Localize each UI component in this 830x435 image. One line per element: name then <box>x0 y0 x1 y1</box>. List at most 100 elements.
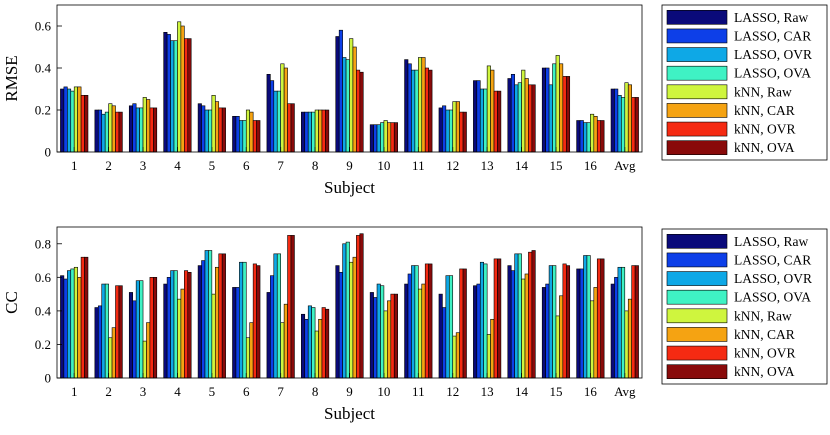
bar <box>270 80 275 153</box>
bar <box>387 300 392 379</box>
bar <box>166 34 171 153</box>
x-tick-label: 1 <box>71 384 78 399</box>
bar <box>321 307 326 379</box>
x-tick-label: 8 <box>312 158 319 173</box>
bar <box>514 84 519 153</box>
legend-swatch <box>666 271 728 286</box>
x-axis-label: Subject <box>324 178 375 197</box>
bar <box>280 63 285 153</box>
bar <box>104 283 109 379</box>
bar <box>510 74 515 153</box>
bar <box>486 65 491 153</box>
bar <box>70 268 75 379</box>
bar <box>356 69 361 153</box>
legend-swatch <box>666 289 728 305</box>
bar <box>528 251 533 379</box>
bar <box>184 38 189 153</box>
legend-label: LASSO, CAR <box>734 28 811 43</box>
legend-swatch <box>666 84 728 100</box>
bar <box>163 283 168 379</box>
bar <box>407 63 412 153</box>
bar <box>173 270 178 379</box>
bar <box>390 293 395 379</box>
bar <box>424 67 429 153</box>
bar <box>301 313 306 379</box>
x-tick-label: 13 <box>481 384 494 399</box>
bar <box>497 90 502 153</box>
bar <box>149 107 154 153</box>
x-tick-label: 4 <box>174 384 181 399</box>
bar <box>256 265 261 379</box>
bar <box>545 283 550 379</box>
legend-swatch <box>666 234 728 249</box>
bar <box>304 111 309 153</box>
bar <box>338 271 343 379</box>
legend-swatch <box>666 28 728 44</box>
bar <box>201 260 206 379</box>
bar <box>108 103 113 153</box>
legend-swatch <box>666 103 728 118</box>
bar <box>407 273 412 379</box>
y-tick-label: 0.6 <box>35 270 52 285</box>
bar <box>593 287 598 379</box>
bar <box>187 38 192 153</box>
y-axis-label: CC <box>2 291 21 314</box>
bar <box>211 293 216 379</box>
bar <box>493 258 498 379</box>
bar <box>576 120 581 153</box>
bar <box>290 103 295 153</box>
bar <box>596 258 602 379</box>
bar <box>562 263 567 379</box>
bar <box>565 76 571 153</box>
bar <box>483 263 488 379</box>
legend-swatch <box>666 121 728 137</box>
bar <box>314 330 319 379</box>
legend-label: kNN, OVA <box>734 364 795 379</box>
bar <box>287 103 292 153</box>
bar <box>184 270 189 379</box>
bar <box>579 268 584 379</box>
bar <box>352 46 357 153</box>
bar <box>318 318 323 379</box>
legend-label: LASSO, OVR <box>734 271 812 286</box>
bar <box>242 120 247 153</box>
y-tick-label: 0.6 <box>35 19 52 34</box>
bar <box>321 109 326 153</box>
bar <box>590 300 595 379</box>
bar <box>197 103 202 153</box>
legend-swatch <box>666 364 728 379</box>
x-tick-label: 10 <box>377 384 390 399</box>
bar <box>221 107 226 153</box>
bar <box>528 84 533 153</box>
bar <box>235 287 240 379</box>
bar <box>387 122 392 153</box>
bar <box>146 322 151 379</box>
bar <box>579 120 584 153</box>
bar <box>404 59 409 153</box>
bar <box>356 235 361 379</box>
bar <box>232 287 237 379</box>
bar <box>170 40 175 153</box>
bar <box>301 111 306 153</box>
bar <box>576 268 581 379</box>
bar <box>631 97 636 153</box>
bar <box>517 82 522 153</box>
bar <box>128 105 133 153</box>
legend-label: LASSO, Raw <box>734 10 809 25</box>
legend-swatch <box>666 47 728 62</box>
bar <box>60 88 65 153</box>
bar <box>115 111 120 153</box>
bar <box>548 84 553 153</box>
bar <box>108 337 113 379</box>
bar <box>614 277 619 379</box>
bar <box>170 270 175 379</box>
bar <box>67 270 72 379</box>
bar <box>208 250 213 379</box>
bar <box>418 288 423 379</box>
bar <box>77 277 82 379</box>
bar <box>252 120 257 153</box>
bar <box>411 69 416 153</box>
bar <box>476 283 481 379</box>
x-tick-label: 6 <box>243 384 250 399</box>
bar <box>462 111 467 153</box>
